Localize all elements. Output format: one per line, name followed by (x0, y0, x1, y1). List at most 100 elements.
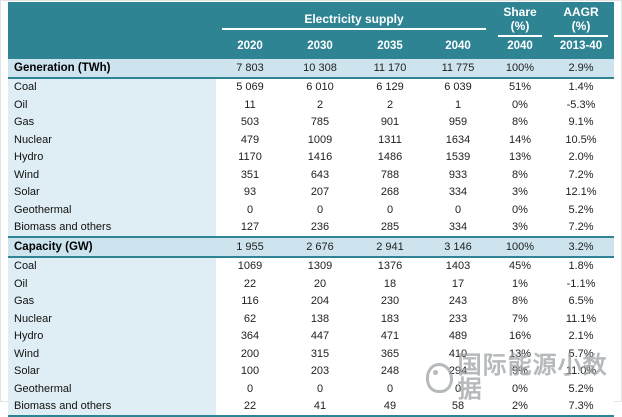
table-row: Gas 503 785 901 959 8% 9.1% (8, 113, 614, 131)
cell-value: 0 (216, 201, 284, 219)
row-label: Coal (8, 77, 216, 96)
row-label: Oil (8, 275, 216, 293)
row-label: Geothermal (8, 380, 216, 398)
cell-value: 10.5% (548, 131, 614, 149)
cell-value: 3% (492, 183, 548, 201)
aagr-header-label: AAGR (%) (554, 2, 608, 37)
cell-value: 11 170 (356, 57, 424, 79)
cell-value: 2.0% (548, 148, 614, 166)
table-row: Wind 200 315 365 410 13% 5.7% (8, 345, 614, 363)
cell-value: 9% (492, 362, 548, 380)
header-share: Share (%) (492, 2, 548, 37)
cell-value: 100 (216, 362, 284, 380)
cell-value: 22 (216, 397, 284, 417)
cell-value: 365 (356, 345, 424, 363)
row-label: Wind (8, 345, 216, 363)
cell-value: 0 (216, 380, 284, 398)
table-row: Biomass and others 127 236 285 334 3% 7.2% (8, 218, 614, 237)
cell-value: 8% (492, 113, 548, 131)
row-label: Generation (TWh) (8, 57, 216, 79)
cell-value: 315 (284, 345, 356, 363)
cell-value: 1 (424, 96, 492, 114)
cell-value: 243 (424, 292, 492, 310)
cell-value: 5.7% (548, 345, 614, 363)
cell-value: 788 (356, 166, 424, 184)
cell-value: 11 (216, 96, 284, 114)
cell-value: 6 129 (356, 77, 424, 96)
cell-value: 1403 (424, 256, 492, 275)
cell-value: 1486 (356, 148, 424, 166)
cell-value: 100% (492, 57, 548, 79)
header-group-row: Electricity supply Share (%) AAGR (%) (8, 2, 614, 37)
header-year-2040: 2040 (424, 37, 492, 58)
cell-value: 3 146 (424, 236, 492, 258)
cell-value: 51% (492, 77, 548, 96)
header-year-2020: 2020 (216, 37, 284, 58)
cell-value: 1309 (284, 256, 356, 275)
cell-value: 785 (284, 113, 356, 131)
table-row: Geothermal 0 0 0 0 0% 5.2% (8, 201, 614, 219)
row-label: Solar (8, 183, 216, 201)
cell-value: 447 (284, 327, 356, 345)
cell-value: 6.5% (548, 292, 614, 310)
cell-value: 268 (356, 183, 424, 201)
row-label: Hydro (8, 148, 216, 166)
table-row: Coal 1069 1309 1376 1403 45% 1.8% (8, 256, 614, 275)
cell-value: 248 (356, 362, 424, 380)
cell-value: 203 (284, 362, 356, 380)
row-label: Biomass and others (8, 397, 216, 417)
row-label: Solar (8, 362, 216, 380)
cell-value: 11.1% (548, 310, 614, 328)
cell-value: 933 (424, 166, 492, 184)
cell-value: 1416 (284, 148, 356, 166)
row-label: Gas (8, 113, 216, 131)
header-year-2030: 2030 (284, 37, 356, 58)
header-aagr: AAGR (%) (548, 2, 614, 37)
cell-value: 285 (356, 218, 424, 237)
cell-value: 12.1% (548, 183, 614, 201)
cell-value: 116 (216, 292, 284, 310)
cell-value: 14% (492, 131, 548, 149)
cell-value: 7.2% (548, 218, 614, 237)
cell-value: 8% (492, 292, 548, 310)
electricity-supply-table: Electricity supply Share (%) AAGR (%) 20… (8, 2, 614, 417)
row-label: Coal (8, 256, 216, 275)
cell-value: 471 (356, 327, 424, 345)
cell-value: 1.8% (548, 256, 614, 275)
cell-value: 901 (356, 113, 424, 131)
cell-value: 1069 (216, 256, 284, 275)
table-title: Electricity supply (222, 9, 486, 30)
row-label: Wind (8, 166, 216, 184)
cell-value: 1.4% (548, 77, 614, 96)
row-label: Nuclear (8, 310, 216, 328)
cell-value: 22 (216, 275, 284, 293)
header-electricity-supply: Electricity supply (216, 2, 492, 37)
table-row: Hydro 364 447 471 489 16% 2.1% (8, 327, 614, 345)
cell-value: 45% (492, 256, 548, 275)
section-row: Capacity (GW) 1 955 2 676 2 941 3 146 100% 3.2… (8, 236, 614, 258)
cell-value: 5.2% (548, 380, 614, 398)
header-empty (8, 37, 216, 58)
cell-value: 41 (284, 397, 356, 417)
cell-value: 479 (216, 131, 284, 149)
row-label: Hydro (8, 327, 216, 345)
cell-value: 18 (356, 275, 424, 293)
cell-value: 200 (216, 345, 284, 363)
cell-value: 959 (424, 113, 492, 131)
share-header-label: Share (%) (498, 2, 542, 37)
cell-value: 3.2% (548, 236, 614, 258)
cell-value: 7.3% (548, 397, 614, 417)
cell-value: 0 (356, 380, 424, 398)
row-label: Geothermal (8, 201, 216, 219)
cell-value: -1.1% (548, 275, 614, 293)
cell-value: 7% (492, 310, 548, 328)
cell-value: 1539 (424, 148, 492, 166)
cell-value: 8% (492, 166, 548, 184)
cell-value: 0 (356, 201, 424, 219)
cell-value: 11.0% (548, 362, 614, 380)
cell-value: 503 (216, 113, 284, 131)
table-row: Gas 116 204 230 243 8% 6.5% (8, 292, 614, 310)
cell-value: 334 (424, 183, 492, 201)
row-label: Oil (8, 96, 216, 114)
cell-value: 17 (424, 275, 492, 293)
